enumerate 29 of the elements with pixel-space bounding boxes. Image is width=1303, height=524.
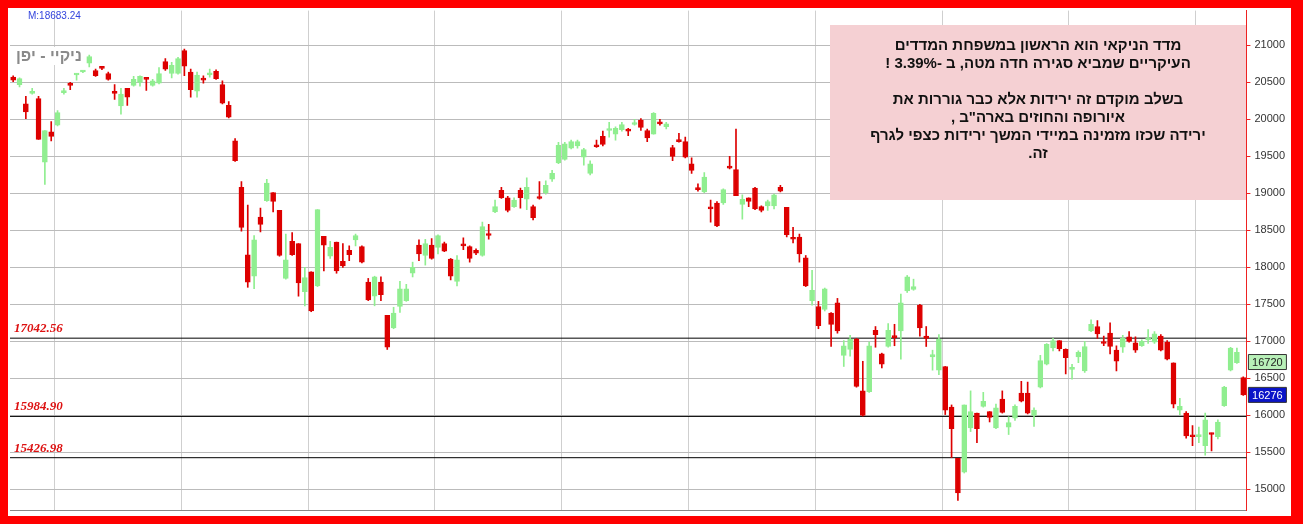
y-tick-label: 20000 xyxy=(1254,112,1286,125)
text: ניקיי - יפן xyxy=(14,47,84,65)
y-tick-label: 19000 xyxy=(1254,186,1286,199)
ref-line-label: 15426.98 xyxy=(14,439,64,455)
y-tick-label: 15500 xyxy=(1254,445,1286,458)
y-tick-label: 18000 xyxy=(1254,260,1286,273)
y-tick-label: 18500 xyxy=(1254,223,1286,236)
ref-line-label: 15984.90 xyxy=(14,398,64,414)
annotation: M:18683.24 xyxy=(28,10,81,21)
y-tick-label: 20500 xyxy=(1254,75,1286,88)
candlestick xyxy=(340,243,346,268)
candlestick xyxy=(923,326,930,347)
candlestick xyxy=(48,121,55,142)
y-tick-label: 15000 xyxy=(1254,482,1286,495)
candlestick xyxy=(1069,363,1075,380)
text-box: מדד הניקאי הוא הראשון במשפחת המדדים העיקריים שמביא סגירה חדה מטה, ב -3.39% ! בשלב מוקדם זה ירידות אלא כבר גוררות את איורופה והחוזים בארה"ב , ירידה שכזו מזמינה במיידי המשך ירידות כצפי לגרף זה. xyxy=(830,25,1246,200)
candlestick xyxy=(485,224,492,240)
annotation: 16720 xyxy=(1252,356,1283,369)
candlestick xyxy=(790,227,796,244)
annotation: 16276 xyxy=(1252,388,1283,401)
candlestick xyxy=(1196,426,1202,443)
y-tick-label: 16500 xyxy=(1254,371,1286,384)
y-tick-label: 16000 xyxy=(1254,408,1286,421)
y-tick-label: 21000 xyxy=(1254,38,1286,51)
y-tick-label: 19500 xyxy=(1254,149,1286,162)
candlestick xyxy=(143,77,150,91)
y-tick-label: 17000 xyxy=(1254,334,1286,347)
y-tick-label: 17500 xyxy=(1254,297,1286,310)
ref-line-label: 17042.56 xyxy=(14,320,64,336)
